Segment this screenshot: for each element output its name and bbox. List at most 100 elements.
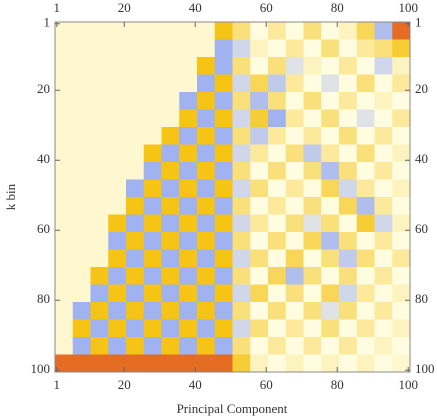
heatmap-cell bbox=[214, 249, 233, 268]
heatmap-cell bbox=[126, 127, 145, 145]
heatmap-cell bbox=[72, 354, 91, 373]
heatmap-cell bbox=[250, 197, 269, 215]
heatmap-cell bbox=[356, 92, 375, 110]
heatmap-cell bbox=[356, 179, 375, 198]
heatmap-cell bbox=[374, 22, 393, 40]
heatmap-cell bbox=[232, 144, 251, 163]
heatmap-cell bbox=[392, 144, 411, 163]
heatmap-cell bbox=[161, 249, 180, 268]
heatmap-cell bbox=[250, 57, 269, 75]
heatmap-cell bbox=[72, 162, 91, 180]
heatmap-cell bbox=[392, 267, 411, 285]
heatmap-cell bbox=[108, 354, 127, 373]
heatmap-cell bbox=[285, 284, 304, 303]
heatmap-cell bbox=[90, 179, 109, 198]
heatmap-cell bbox=[197, 267, 216, 285]
heatmap-cell bbox=[179, 22, 198, 40]
heatmap-cell bbox=[143, 214, 162, 233]
heatmap-cell bbox=[232, 232, 251, 250]
heatmap-cell bbox=[90, 249, 109, 268]
heatmap-cell bbox=[339, 179, 358, 198]
heatmap-cell bbox=[108, 74, 127, 93]
heatmap-cell bbox=[161, 74, 180, 93]
heatmap-cell bbox=[285, 232, 304, 250]
heatmap-cell bbox=[143, 284, 162, 303]
heatmap-cell bbox=[392, 319, 411, 338]
heatmap-cell bbox=[90, 22, 109, 40]
heatmap-cell bbox=[374, 144, 393, 163]
heatmap-cell bbox=[126, 197, 145, 215]
heatmap-cell bbox=[126, 162, 145, 180]
heatmap-cell bbox=[161, 232, 180, 250]
heatmap-cell bbox=[197, 214, 216, 233]
heatmap-cell bbox=[161, 179, 180, 198]
heatmap-cell bbox=[161, 284, 180, 303]
heatmap-cell bbox=[108, 39, 127, 58]
y-tick-label: 40 bbox=[37, 151, 50, 166]
heatmap-cell bbox=[339, 214, 358, 233]
y-tick-label: 60 bbox=[37, 221, 50, 236]
heatmap-cell bbox=[250, 214, 269, 233]
heatmap-cell bbox=[303, 74, 322, 93]
heatmap-cell bbox=[356, 319, 375, 338]
heatmap-cell bbox=[392, 39, 411, 58]
heatmap-cell bbox=[374, 162, 393, 180]
heatmap-cell bbox=[214, 302, 233, 320]
heatmap-cell bbox=[126, 22, 145, 40]
heatmap-cell bbox=[197, 302, 216, 320]
heatmap-cell bbox=[321, 57, 340, 75]
x-tick-label-top: 60 bbox=[260, 0, 273, 15]
heatmap-cell bbox=[285, 249, 304, 268]
heatmap-cell bbox=[197, 232, 216, 250]
heatmap-cell bbox=[179, 92, 198, 110]
x-tick-label: 1 bbox=[54, 377, 61, 392]
heatmap-cell bbox=[232, 162, 251, 180]
y-tick-label: 1 bbox=[44, 15, 51, 30]
heatmap-cell bbox=[126, 214, 145, 233]
heatmap-cell bbox=[339, 337, 358, 355]
heatmap-cell bbox=[356, 39, 375, 58]
heatmap-cell bbox=[161, 214, 180, 233]
heatmap-cell bbox=[214, 284, 233, 303]
heatmap-cell bbox=[108, 179, 127, 198]
heatmap-cell bbox=[72, 302, 91, 320]
heatmap-cell bbox=[285, 214, 304, 233]
heatmap-cell bbox=[232, 92, 251, 110]
heatmap-cell bbox=[356, 232, 375, 250]
heatmap-cell bbox=[392, 162, 411, 180]
heatmap-cell bbox=[72, 39, 91, 58]
y-tick-label-right: 40 bbox=[415, 151, 428, 166]
heatmap-cell bbox=[268, 302, 287, 320]
x-axis-label: Principal Component bbox=[177, 401, 288, 416]
heatmap-cell bbox=[285, 179, 304, 198]
heatmap-cell bbox=[356, 267, 375, 285]
heatmap-cell bbox=[321, 284, 340, 303]
heatmap-cell bbox=[90, 92, 109, 110]
heatmap-cell bbox=[356, 57, 375, 75]
heatmap-cell bbox=[55, 74, 74, 93]
heatmap-cell bbox=[268, 144, 287, 163]
heatmap-cell bbox=[55, 57, 74, 75]
heatmap-cell bbox=[232, 127, 251, 145]
heatmap-cell bbox=[303, 22, 322, 40]
x-tick-label-top: 40 bbox=[189, 0, 202, 15]
heatmap-cell bbox=[250, 144, 269, 163]
heatmap-cell bbox=[268, 197, 287, 215]
heatmap-cell bbox=[268, 22, 287, 40]
heatmap-cell bbox=[55, 232, 74, 250]
heatmap-cell bbox=[126, 232, 145, 250]
heatmap-cell bbox=[303, 354, 322, 373]
heatmap-cell bbox=[143, 39, 162, 58]
heatmap-cell bbox=[214, 319, 233, 338]
heatmap-cell bbox=[374, 214, 393, 233]
heatmap-cell bbox=[339, 319, 358, 338]
heatmap-cell bbox=[232, 109, 251, 128]
heatmap-cell bbox=[303, 127, 322, 145]
x-tick-label: 20 bbox=[118, 377, 131, 392]
heatmap-cell bbox=[374, 232, 393, 250]
heatmap-cell bbox=[179, 39, 198, 58]
y-tick-label-right: 100 bbox=[415, 361, 435, 376]
heatmap-cell bbox=[303, 267, 322, 285]
heatmap-cell bbox=[161, 57, 180, 75]
